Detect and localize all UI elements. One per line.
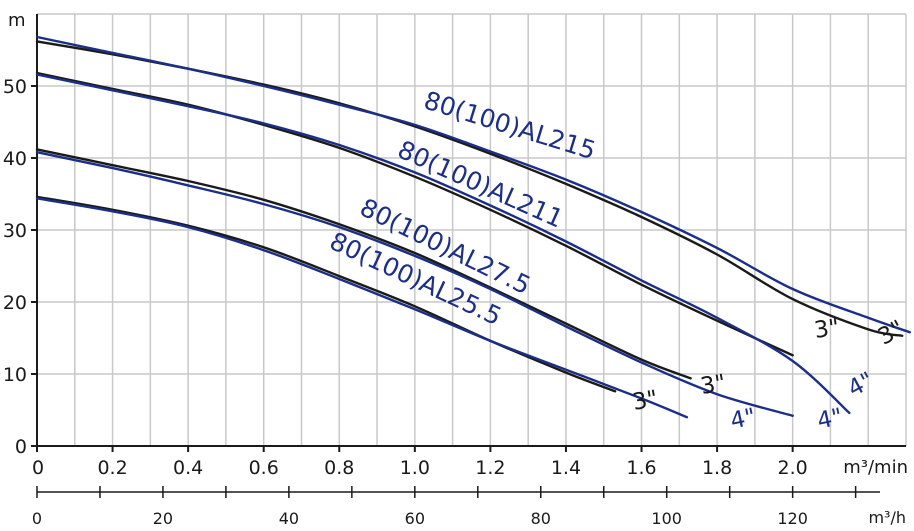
- x-tick-label: 1.8: [702, 457, 732, 479]
- y-tick-label: 0: [15, 436, 27, 458]
- curve-80-100-al215-4in: [35, 35, 911, 334]
- chart-grid: [37, 13, 907, 446]
- chart-axes: 0 10 20 30 40 50 m 0 0.2 0.4 0.6 0.8 1.0 1.2 1.4 1.6 1.8…: [3, 10, 908, 528]
- y-tick-label: 40: [3, 148, 27, 170]
- curve-80-100-al211-3in: [35, 71, 794, 357]
- curve-labels: 80(100)AL21580(100)AL21180(100)AL27.580(…: [325, 86, 914, 435]
- curve-80-100-al25-5-4in: [35, 197, 689, 419]
- pipe-size-label: 3": [699, 370, 728, 400]
- pipe-size-label: 3": [630, 386, 659, 416]
- pipe-size-label: 4": [728, 404, 758, 435]
- x-tick-label: 1.0: [400, 457, 430, 479]
- x-tick-label: 1.2: [475, 457, 505, 479]
- y-tick-label: 10: [3, 364, 27, 386]
- x2-tick-label: 80: [531, 509, 551, 528]
- curve-80-100-al27-5-4in: [35, 151, 794, 417]
- y-tick-label: 20: [3, 292, 27, 314]
- x-tick-label: 0: [32, 457, 44, 479]
- x-tick-label: 0.2: [97, 457, 127, 479]
- x2-tick-label: 20: [153, 509, 173, 528]
- pipe-size-label: 4": [815, 404, 845, 435]
- x2-tick-label: 100: [651, 509, 682, 528]
- x-tick-label: 2.0: [778, 457, 808, 479]
- curve-80-100-al25-5-3in: [35, 195, 617, 393]
- curve-80-100-al211-4in: [35, 73, 851, 415]
- x2-tick-label: 0: [32, 509, 42, 528]
- x2-tick-label: 60: [405, 509, 425, 528]
- x2-tick-label: 40: [279, 509, 299, 528]
- performance-curves: [35, 35, 911, 419]
- curve-80-100-al27-5-3in: [35, 148, 692, 380]
- x-tick-label: 0.4: [173, 457, 203, 479]
- x-tick-label: 0.8: [324, 457, 354, 479]
- x2-tick-label: 120: [777, 509, 808, 528]
- x-tick-label: 1.6: [626, 457, 656, 479]
- x-axis-label: m³/min: [843, 457, 908, 478]
- x-tick-label: 1.4: [551, 457, 581, 479]
- y-axis-label: m: [8, 10, 26, 31]
- y-tick-label: 50: [3, 76, 27, 98]
- x-tick-label: 0.6: [249, 457, 279, 479]
- pipe-size-label: 3": [813, 315, 842, 344]
- x2-axis-label: m³/h: [868, 508, 906, 527]
- y-tick-label: 30: [3, 220, 27, 242]
- pipe-size-label: 4": [844, 368, 878, 403]
